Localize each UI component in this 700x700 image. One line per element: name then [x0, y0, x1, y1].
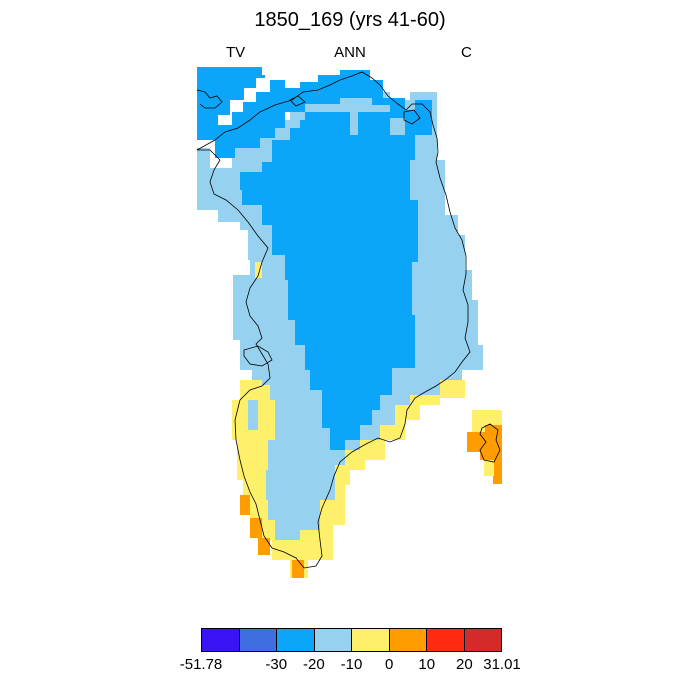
legend-swatch-6	[426, 628, 465, 652]
subtitle-left: TV	[226, 44, 246, 61]
color-legend	[201, 628, 502, 652]
region-orange	[240, 425, 502, 578]
legend-swatch-5	[388, 628, 427, 652]
gap-nw	[218, 67, 282, 125]
region-deep-blue-nw	[197, 67, 262, 128]
legend-swatch-0	[201, 628, 240, 652]
legend-ticks: -51.78 -30 -20 -10 0 10 20 31.01	[0, 656, 700, 676]
legend-tick-label: 20	[456, 656, 473, 673]
legend-swatch-4	[351, 628, 390, 652]
region-deep-blue	[197, 67, 432, 450]
legend-swatch-7	[463, 628, 502, 652]
legend-tick-label: -30	[265, 656, 288, 673]
region-yellow-south	[232, 380, 465, 578]
legend-tick-label: 31.01	[483, 656, 521, 673]
legend-tick-label: 10	[418, 656, 436, 673]
region-yellow-east	[472, 410, 502, 432]
legend-tick-label: -51.78	[179, 656, 223, 673]
subtitle-center: ANN	[334, 44, 366, 61]
legend-swatch-1	[238, 628, 277, 652]
plot-title: 1850_169 (yrs 41-60)	[254, 9, 446, 31]
legend-swatch-2	[276, 628, 315, 652]
region-yellow-east-2	[484, 460, 494, 476]
legend-tick-label: -20	[303, 656, 325, 673]
region-yellow-patch	[255, 262, 262, 278]
coastline	[196, 71, 501, 569]
subtitle-right: C	[461, 44, 472, 61]
region-light-blue-strip	[248, 400, 258, 430]
legend-tick-label: -10	[340, 656, 363, 673]
legend-tick-label: 0	[384, 656, 394, 673]
legend-swatch-3	[313, 628, 352, 652]
